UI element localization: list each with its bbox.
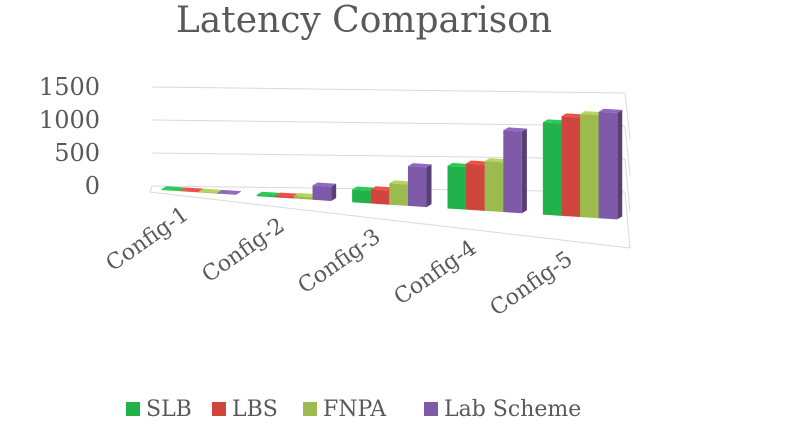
x-tick-label: Config-5: [486, 247, 578, 322]
bar-side: [235, 191, 241, 195]
bar-side: [331, 183, 337, 201]
y-tick-label: 0: [85, 172, 100, 200]
bar-front: [217, 192, 236, 195]
legend-label: SLB: [146, 397, 192, 422]
bar-front: [580, 114, 599, 219]
bar-top: [542, 119, 567, 124]
chart-title: Latency Comparison: [176, 0, 552, 41]
bar-top: [312, 182, 337, 187]
x-axis-ticks: Config-1 Config-2 Config-3 Config-4 Config-5: [102, 202, 578, 321]
gridline-side-500: [624, 158, 631, 212]
bar-top: [561, 113, 586, 118]
bar-top: [161, 186, 185, 191]
bar-top: [256, 191, 281, 196]
bar-top: [407, 163, 432, 168]
bar-top: [370, 186, 395, 191]
y-tick-label: 500: [54, 139, 100, 167]
bar-front: [503, 130, 522, 214]
legend-swatch: [424, 402, 438, 416]
bar-front: [275, 195, 294, 199]
bar-top: [389, 180, 413, 185]
x-tick-label: Config-2: [198, 213, 290, 288]
gridline-side-1000: [624, 125, 631, 176]
bar-front: [447, 165, 467, 210]
floor-front-edge: [149, 191, 631, 249]
gridline-side-0: [624, 191, 631, 249]
legend-swatch: [126, 402, 140, 416]
bar-lab-scheme-config-5: [598, 108, 623, 220]
bar-front: [542, 122, 562, 216]
bar-top: [484, 158, 509, 163]
bar-top: [217, 189, 241, 195]
bar-top: [275, 192, 299, 197]
bar-front: [561, 116, 581, 218]
y-tick-label: 1000: [39, 106, 100, 134]
bar-front: [389, 183, 408, 206]
y-tick-label: 1500: [39, 73, 100, 101]
bar-top: [466, 160, 490, 165]
bar-lab-scheme-config-3: [407, 163, 432, 208]
bar-top: [447, 162, 472, 168]
bar-top: [352, 186, 376, 191]
bar-front: [198, 191, 218, 194]
bar-front: [256, 194, 276, 198]
bar-front: [312, 185, 332, 201]
legend-swatch: [212, 402, 226, 416]
y-axis-ticks: 1500 1000 500 0: [39, 73, 100, 200]
bar-lab-scheme-config-4: [503, 127, 527, 214]
bar-front: [407, 166, 427, 208]
legend-label: LBS: [232, 397, 278, 422]
bar-top: [598, 108, 623, 113]
legend-swatch: [303, 402, 317, 416]
bar-front: [598, 111, 618, 220]
bars: [161, 108, 623, 220]
bar-top: [503, 127, 527, 132]
bar-front: [352, 189, 371, 204]
bar-front: [466, 163, 485, 211]
bar-front: [370, 189, 390, 205]
bar-front: [161, 189, 180, 192]
bar-front: [179, 190, 199, 193]
x-tick-label: Config-3: [294, 224, 386, 299]
x-tick-label: Config-4: [390, 236, 482, 311]
legend-item-lbs: LBS: [212, 397, 278, 422]
bar-front: [484, 161, 504, 213]
gridline-1500: [151, 86, 626, 94]
bar-top: [580, 111, 604, 116]
bar-side: [426, 164, 432, 208]
legend-label: FNPA: [323, 397, 387, 422]
legend-label: Lab Scheme: [444, 397, 581, 422]
gridline-side-1500: [624, 92, 631, 140]
bar-lab-scheme-config-2: [312, 182, 337, 201]
legend-item-fnpa: FNPA: [303, 397, 387, 422]
bar-front: [293, 196, 313, 200]
bar-top: [293, 193, 318, 198]
bar-side: [617, 109, 623, 220]
bar-top: [198, 188, 223, 193]
bar-side: [521, 128, 527, 214]
x-tick-label: Config-1: [102, 202, 194, 277]
legend: SLB LBS FNPA Lab Scheme: [126, 397, 581, 422]
floor-left-edge: [149, 185, 153, 193]
legend-item-slb: SLB: [126, 397, 192, 422]
bar-top: [179, 187, 204, 192]
bar-lab-scheme-config-1: [217, 189, 241, 195]
legend-item-lab-scheme: Lab Scheme: [424, 397, 581, 422]
